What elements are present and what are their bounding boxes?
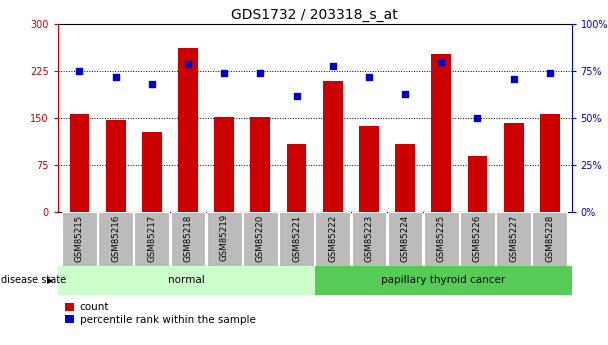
Bar [243, 212, 278, 266]
Point [437, 59, 446, 65]
Point [111, 74, 120, 80]
Text: GSM85218: GSM85218 [184, 214, 193, 262]
Text: GSM85219: GSM85219 [219, 214, 229, 262]
Bar [395, 145, 415, 212]
Text: GSM85227: GSM85227 [509, 214, 518, 262]
Bar [142, 132, 162, 212]
Point [509, 76, 519, 81]
Bar [214, 117, 234, 212]
Bar [178, 48, 198, 212]
Legend: count, percentile rank within the sample: count, percentile rank within the sample [63, 300, 258, 327]
Text: disease state: disease state [1, 275, 66, 285]
Bar [207, 212, 241, 266]
Bar [171, 212, 206, 266]
Bar [250, 117, 271, 212]
Point [75, 68, 85, 74]
Bar [540, 114, 560, 212]
Bar [315, 266, 572, 295]
Bar [279, 212, 314, 266]
Bar [496, 212, 531, 266]
Bar [323, 80, 343, 212]
Bar [62, 212, 97, 266]
Bar [106, 120, 126, 212]
Text: GSM85224: GSM85224 [401, 214, 410, 262]
Text: GSM85217: GSM85217 [147, 214, 156, 262]
Bar [468, 156, 488, 212]
Text: GSM85225: GSM85225 [437, 214, 446, 262]
Bar [424, 212, 458, 266]
Text: GSM85226: GSM85226 [473, 214, 482, 262]
Bar [503, 123, 523, 212]
Bar [98, 212, 133, 266]
Text: ▶: ▶ [47, 276, 54, 285]
Text: GSM85228: GSM85228 [545, 214, 554, 262]
Text: GSM85222: GSM85222 [328, 214, 337, 262]
Bar [533, 212, 567, 266]
Point [328, 63, 337, 68]
Text: normal: normal [168, 275, 204, 285]
Text: GSM85223: GSM85223 [364, 214, 373, 262]
Text: GSM85216: GSM85216 [111, 214, 120, 262]
Point [364, 74, 374, 80]
Point [545, 70, 554, 76]
Bar [460, 212, 495, 266]
Bar [58, 266, 315, 295]
Text: GSM85221: GSM85221 [292, 214, 301, 262]
Point [472, 115, 482, 121]
Bar [388, 212, 423, 266]
Point [255, 70, 265, 76]
Text: GSM85220: GSM85220 [256, 214, 265, 262]
Bar [431, 54, 451, 212]
Point [292, 93, 302, 98]
Bar [359, 126, 379, 212]
Point [183, 61, 193, 66]
Bar [286, 145, 306, 212]
Bar [316, 212, 350, 266]
Point [147, 81, 157, 87]
Text: papillary thyroid cancer: papillary thyroid cancer [381, 275, 505, 285]
Bar [351, 212, 386, 266]
Bar [69, 114, 89, 212]
Bar [134, 212, 169, 266]
Title: GDS1732 / 203318_s_at: GDS1732 / 203318_s_at [231, 8, 398, 22]
Point [400, 91, 410, 97]
Point [219, 70, 229, 76]
Text: GSM85215: GSM85215 [75, 214, 84, 262]
